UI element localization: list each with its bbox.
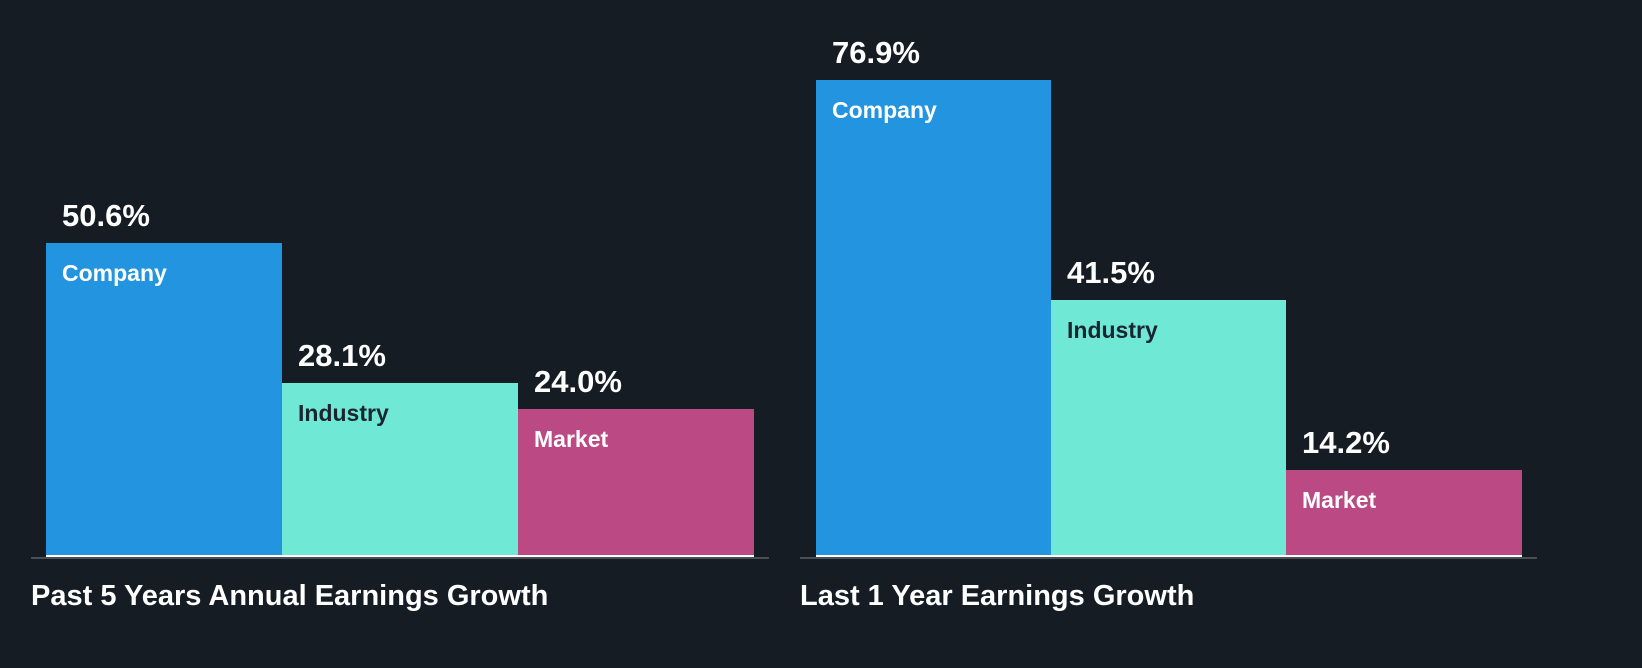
bar-baseline	[46, 555, 754, 557]
company-label: Company	[832, 97, 937, 123]
chart-title: Last 1 Year Earnings Growth	[800, 580, 1195, 612]
industry-label: Industry	[298, 400, 389, 426]
market-value: 24.0%	[534, 364, 622, 399]
market-label: Market	[1302, 487, 1377, 513]
chart-title: Past 5 Years Annual Earnings Growth	[31, 580, 549, 612]
company-value: 50.6%	[62, 198, 150, 233]
market-bar: Market	[1286, 470, 1522, 557]
industry-bar: Industry	[282, 383, 518, 557]
company-bar: Company	[816, 80, 1051, 557]
bar-baseline	[816, 555, 1522, 557]
x-axis	[31, 557, 769, 559]
market-label: Market	[534, 426, 609, 452]
industry-value: 28.1%	[298, 338, 386, 373]
past-5-years-chart: 50.6% Company 28.1% Industry 24.0% Marke…	[0, 0, 800, 668]
company-value: 76.9%	[832, 35, 920, 70]
industry-value: 41.5%	[1067, 255, 1155, 290]
industry-bar: Industry	[1051, 300, 1286, 557]
market-bar: Market	[518, 409, 754, 557]
industry-label: Industry	[1067, 317, 1158, 343]
x-axis	[800, 557, 1537, 559]
market-value: 14.2%	[1302, 425, 1390, 460]
company-bar: Company	[46, 243, 282, 557]
company-label: Company	[62, 260, 167, 286]
